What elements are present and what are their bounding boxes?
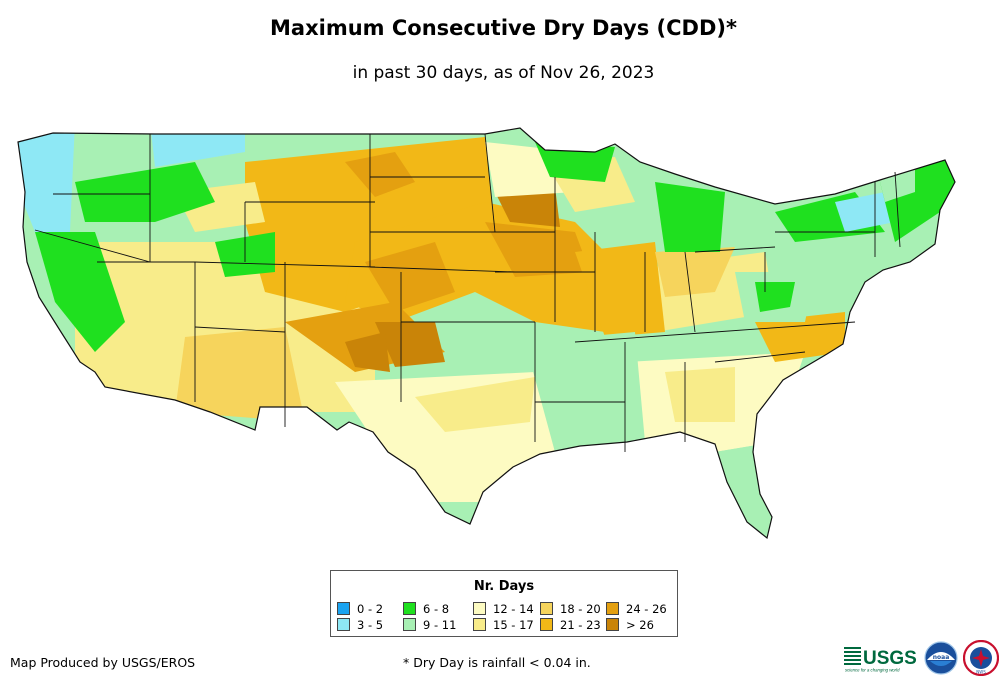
legend-item-12-14: 12 - 14 [473, 602, 534, 616]
legend-item-21-23: 21 - 23 [540, 618, 601, 632]
legend-item-gt-26: > 26 [606, 618, 654, 632]
map-title: Maximum Consecutive Dry Days (CDD)* [270, 16, 737, 40]
us-outline [17, 127, 956, 540]
legend-item-6-8: 6 - 8 [403, 602, 449, 616]
legend-label: 12 - 14 [493, 602, 534, 616]
usgs-wordmark: USGS [863, 648, 917, 669]
legend-swatch [403, 602, 416, 615]
legend: Nr. Days 0 - 2 3 - 5 6 - 8 9 - 11 12 - 1… [330, 570, 678, 637]
legend-label: 18 - 20 [560, 602, 601, 616]
legend-item-24-26: 24 - 26 [606, 602, 667, 616]
state-boundaries [34, 133, 901, 452]
legend-swatch [606, 618, 619, 631]
legend-swatch [540, 602, 553, 615]
credit-text: Map Produced by USGS/EROS [10, 655, 196, 670]
legend-title: Nr. Days [473, 579, 535, 594]
legend-label: 9 - 11 [423, 618, 457, 632]
legend-label: 0 - 2 [357, 602, 384, 616]
legend-label: 3 - 5 [357, 618, 384, 632]
us-dry-days-map [17, 127, 956, 540]
legend-label: > 26 [626, 618, 654, 632]
legend-label: 21 - 23 [560, 618, 601, 632]
legend-swatch [540, 618, 553, 631]
legend-item-15-17: 15 - 17 [473, 618, 534, 632]
noaa-logo: noaa [924, 641, 958, 675]
legend-label: 6 - 8 [423, 602, 450, 616]
footnote-text: * Dry Day is rainfall < 0.04 in. [403, 655, 591, 670]
noaa-wordmark: noaa [933, 654, 950, 661]
legend-swatch [473, 602, 486, 615]
nws-wordmark: NWS [976, 670, 986, 675]
legend-swatch [473, 618, 486, 631]
legend-swatch [606, 602, 619, 615]
legend-item-9-11: 9 - 11 [403, 618, 456, 632]
legend-label: 15 - 17 [493, 618, 534, 632]
nws-logo: NWS [963, 640, 999, 676]
legend-swatch [403, 618, 416, 631]
dry-days-color-field [18, 128, 955, 538]
legend-label: 24 - 26 [626, 602, 667, 616]
map-subtitle: in past 30 days, as of Nov 26, 2023 [352, 63, 655, 83]
legend-swatch [337, 618, 350, 631]
legend-item-0-2: 0 - 2 [337, 602, 383, 616]
legend-swatch [337, 602, 350, 615]
usgs-logo: USGS science for a changing world [844, 647, 917, 673]
legend-item-3-5: 3 - 5 [337, 618, 383, 632]
legend-item-18-20: 18 - 20 [540, 602, 601, 616]
usgs-tagline: science for a changing world [845, 668, 900, 673]
